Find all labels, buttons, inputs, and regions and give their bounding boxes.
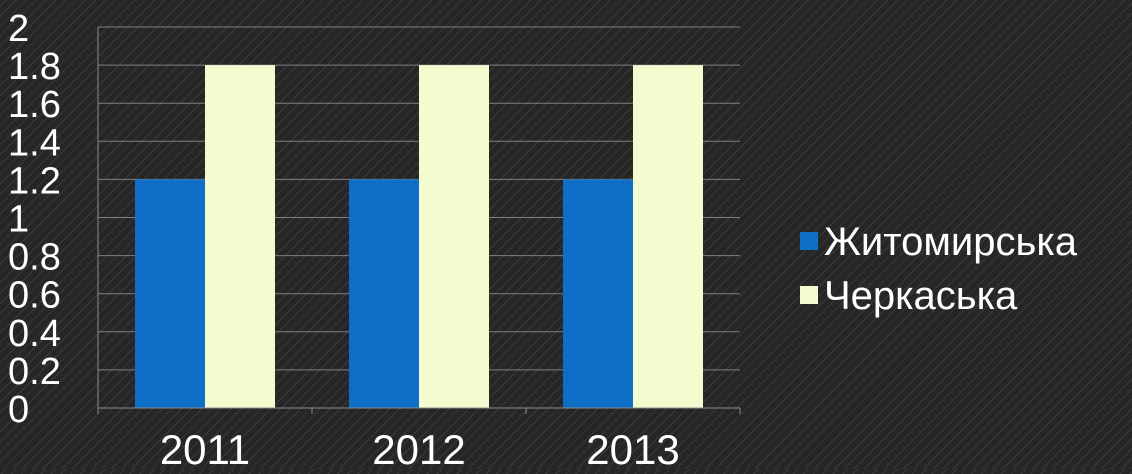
bar-1-1 — [419, 65, 489, 408]
y-tick-label: 2 — [8, 8, 29, 50]
y-tick-label: 1.4 — [8, 122, 61, 164]
x-tick-label: 2012 — [372, 426, 465, 469]
x-tick-label: 2011 — [160, 426, 250, 469]
y-tick-label: 0.2 — [8, 351, 61, 393]
y-tick-label: 1 — [8, 199, 29, 241]
legend-label: Черкаська — [824, 274, 1018, 318]
axes — [97, 27, 741, 414]
x-axis-tick-labels: 2011 2012 2013 — [160, 426, 680, 473]
x-tick-label: 2013 — [586, 426, 679, 469]
y-tick-label: 1.6 — [8, 84, 61, 126]
y-tick-label: 0.4 — [8, 313, 61, 355]
y-tick-label: 1.8 — [8, 46, 61, 88]
bar-0-1 — [205, 65, 275, 408]
bar-0-0 — [135, 179, 205, 408]
legend: Житомирська Черкаська — [800, 220, 1078, 318]
legend-swatch — [800, 286, 818, 304]
y-tick-label: 0.6 — [8, 275, 61, 317]
bars — [135, 65, 703, 408]
y-tick-label: 0.8 — [8, 237, 61, 279]
y-tick-label: 1.2 — [8, 160, 61, 202]
y-tick-label: 0 — [8, 389, 29, 431]
legend-swatch — [800, 232, 818, 250]
bar-2-0 — [563, 179, 633, 408]
bar-1-0 — [349, 179, 419, 408]
legend-label: Житомирська — [824, 220, 1078, 264]
y-axis-tick-labels: 00.20.40.60.811.21.41.61.82 — [8, 8, 61, 431]
bar-2-1 — [633, 65, 703, 408]
